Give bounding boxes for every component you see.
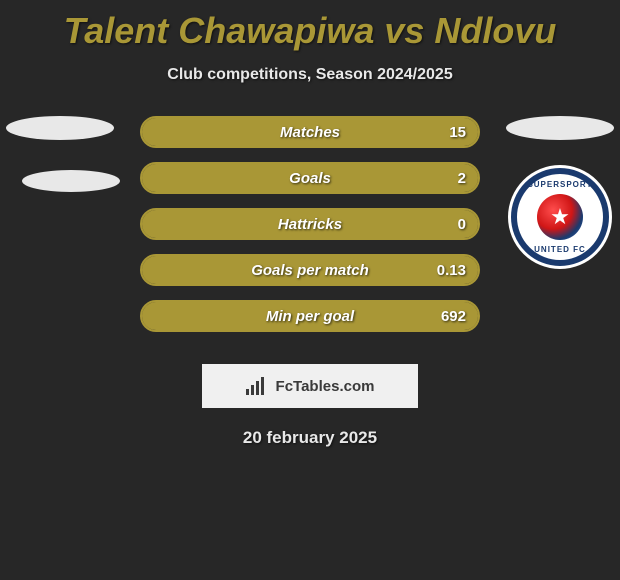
club-star-icon: ★ xyxy=(537,194,583,240)
footer-brand-text: FcTables.com xyxy=(276,378,375,395)
stat-value-right: 0.13 xyxy=(437,262,466,279)
bars-icon xyxy=(246,377,268,395)
club-logo-right: SUPERSPORT ★ UNITED FC xyxy=(511,168,609,266)
left-player-badges xyxy=(0,116,120,220)
stat-row-hattricks: Hattricks 0 xyxy=(140,208,480,240)
stat-label: Goals xyxy=(289,170,331,187)
player-left-badge-placeholder-2 xyxy=(22,170,120,192)
right-player-badges: SUPERSPORT ★ UNITED FC xyxy=(500,116,620,266)
stat-row-matches: Matches 15 xyxy=(140,116,480,148)
stat-label: Hattricks xyxy=(278,216,342,233)
subtitle: Club competitions, Season 2024/2025 xyxy=(0,66,620,84)
player-right-badge-placeholder-1 xyxy=(506,116,614,140)
club-name-bottom: UNITED FC xyxy=(534,245,586,254)
stat-value-right: 2 xyxy=(458,170,466,187)
stat-label: Matches xyxy=(280,124,340,141)
stat-value-right: 692 xyxy=(441,308,466,325)
stat-row-goals-per-match: Goals per match 0.13 xyxy=(140,254,480,286)
stat-row-goals: Goals 2 xyxy=(140,162,480,194)
stats-area: SUPERSPORT ★ UNITED FC Matches 15 Goals … xyxy=(0,116,620,346)
stat-label: Min per goal xyxy=(266,308,354,325)
page-title: Talent Chawapiwa vs Ndlovu xyxy=(0,0,620,52)
player-left-badge-placeholder-1 xyxy=(6,116,114,140)
stat-value-right: 15 xyxy=(449,124,466,141)
date-text: 20 february 2025 xyxy=(0,428,620,448)
stat-label: Goals per match xyxy=(251,262,369,279)
club-name-top: SUPERSPORT xyxy=(527,180,592,189)
stat-value-right: 0 xyxy=(458,216,466,233)
footer-brand-box: FcTables.com xyxy=(202,364,418,408)
stat-row-min-per-goal: Min per goal 692 xyxy=(140,300,480,332)
stat-bars: Matches 15 Goals 2 Hattricks 0 Goals per… xyxy=(140,116,480,346)
